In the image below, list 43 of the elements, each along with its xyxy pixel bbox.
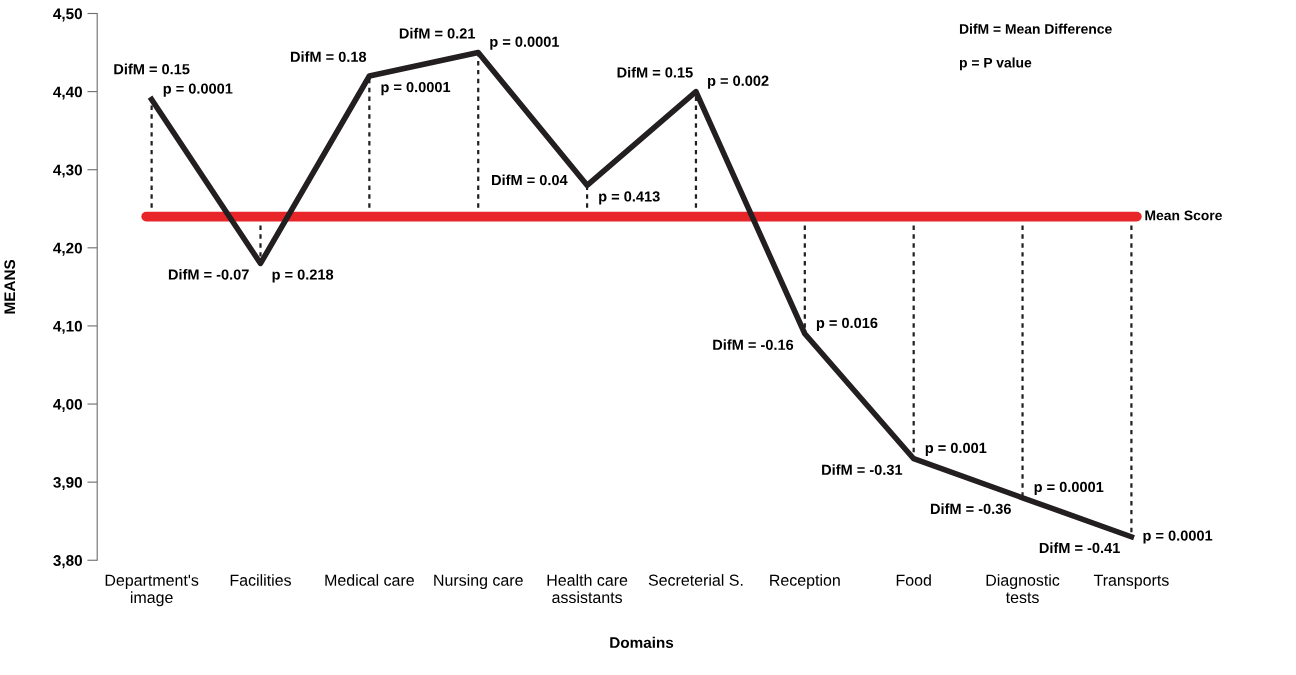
ref-line-label: Mean Score — [1145, 210, 1222, 221]
annotation: p = 0.0001 — [1034, 481, 1104, 495]
x-tick-label: Transports — [1093, 574, 1169, 590]
y-tick-label: 4,00 — [53, 398, 82, 412]
annotation: p = 0.0001 — [381, 81, 451, 96]
annotation: DifM = 0.18 — [290, 51, 367, 62]
annotation: p = P value — [959, 57, 1032, 71]
annotation: p = 0.413 — [599, 191, 660, 205]
x-tick-label: Department's image — [105, 574, 199, 607]
x-tick-label: Reception — [770, 574, 840, 590]
annotation: p = 0.001 — [925, 442, 987, 456]
annotation: p = 0.002 — [708, 75, 769, 89]
x-tick-label: Food — [896, 574, 931, 586]
annotation: p = 0.016 — [816, 317, 878, 331]
x-tick-label: Diagnostic tests — [986, 574, 1060, 604]
annotation: DifM = 0.15 — [114, 63, 190, 75]
annotation: DifM = 0.04 — [492, 174, 568, 186]
annotation: p = 0.0001 — [163, 83, 233, 97]
annotation: DifM = 0.21 — [399, 27, 476, 39]
annotation: DifM = Mean Difference — [959, 23, 1112, 34]
y-axis-title: MEANS — [4, 259, 16, 314]
annotation: p = 0.218 — [272, 269, 334, 283]
annotation: p = 0.0001 — [490, 36, 560, 50]
annotation: DifM = -0.41 — [1039, 542, 1120, 554]
annotation: DifM = 0.15 — [617, 66, 693, 78]
y-tick-label: 4,10 — [53, 320, 82, 334]
annotation: p = 0.0001 — [1143, 530, 1213, 544]
x-axis-title: Domains — [610, 636, 674, 649]
y-tick-label: 4,30 — [53, 164, 82, 178]
x-tick-label: Secreterial S. — [648, 574, 743, 586]
y-tick-label: 4,50 — [53, 8, 82, 22]
x-tick-label: Health care assistants — [547, 574, 628, 604]
x-tick-label: Nursing care — [434, 574, 523, 590]
y-tick-label: 4,40 — [53, 86, 82, 100]
x-tick-label: Medical care — [325, 574, 414, 586]
x-tick-label: Facilities — [230, 574, 291, 586]
y-tick-label: 4,20 — [53, 242, 82, 256]
annotation: DifM = -0.16 — [713, 339, 794, 351]
y-tick-label: 3,80 — [53, 555, 82, 569]
annotation: DifM = -0.36 — [930, 503, 1011, 515]
annotation: DifM = -0.07 — [168, 269, 249, 280]
annotation: DifM = -0.31 — [822, 464, 903, 475]
y-tick-label: 3,90 — [53, 477, 82, 491]
